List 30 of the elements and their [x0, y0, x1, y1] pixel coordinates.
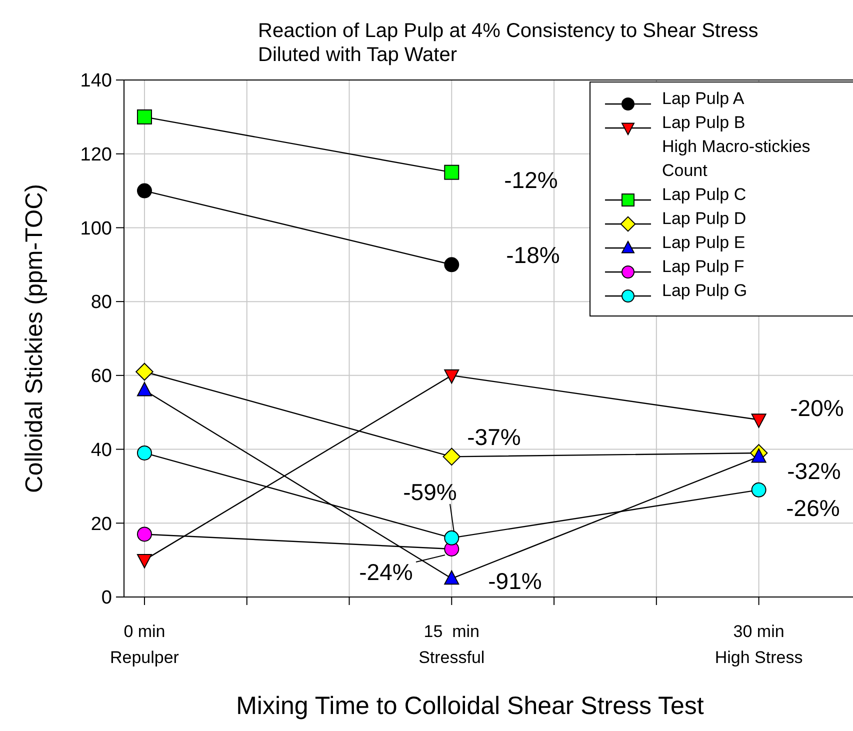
y-tick-label: 20	[90, 514, 112, 535]
annotation: -91%	[488, 568, 542, 594]
y-axis-title: Colloidal Stickies (ppm-TOC)	[21, 184, 48, 493]
annotation: -12%	[504, 167, 558, 194]
y-tick-label: 100	[80, 218, 112, 240]
x-tick-label: 0 min Repulper	[110, 622, 180, 667]
annotation: -24%	[359, 559, 413, 586]
legend-label: Lap Pulp B High Macro-stickies Count	[662, 113, 810, 180]
annotation: -26%	[786, 495, 840, 522]
legend-label: Lap Pulp F	[662, 257, 744, 276]
annotation: -20%	[790, 395, 844, 422]
annotation: -37%	[467, 424, 521, 450]
legend-label: Lap Pulp G	[662, 281, 748, 300]
x-tick-label: 30 min High Stress	[714, 622, 803, 667]
legend-label: Lap Pulp C	[662, 185, 746, 204]
y-tick-label: 140	[80, 70, 112, 92]
annotation: -59%	[403, 479, 457, 506]
y-tick-label: 80	[90, 292, 112, 314]
annotation: -32%	[787, 458, 841, 484]
chart-title: Reaction of Lap Pulp at 4% Consistency to Shear Stress Diluted with Tap Water	[258, 20, 758, 66]
legend-label: Lap Pulp E	[662, 233, 746, 252]
y-tick-label: 120	[80, 144, 112, 166]
legend-label: Lap Pulp D	[662, 209, 746, 228]
legend-label: Lap Pulp A	[662, 89, 745, 108]
y-tick-label: 60	[90, 366, 112, 388]
y-tick-label: 40	[90, 440, 112, 461]
y-tick-label: 0	[101, 588, 112, 609]
annotation: -18%	[506, 242, 560, 268]
x-axis-title: Mixing Time to Colloidal Shear Stress Test	[236, 692, 704, 720]
x-tick-label: 15 min Stressful	[418, 622, 485, 667]
